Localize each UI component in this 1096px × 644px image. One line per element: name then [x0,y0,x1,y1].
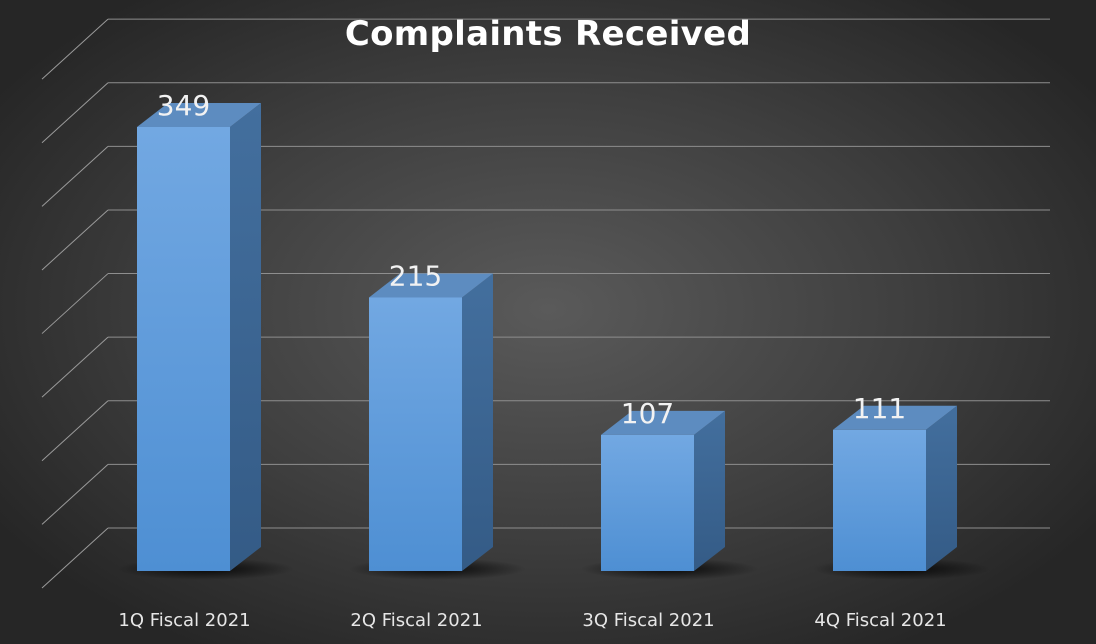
data-label: 349 [157,89,210,122]
gridline-depth [41,400,109,462]
gridline-depth [41,464,109,525]
bar [369,297,462,571]
bar-side [230,103,261,571]
data-label: 111 [853,392,906,425]
gridline-depth [41,336,109,398]
bar-top [601,410,725,435]
data-label: 215 [389,259,442,292]
gridline-depth [41,82,109,144]
bar [601,434,694,571]
bar [137,127,230,571]
gridline-depth [41,273,109,334]
gridline-depth [41,145,109,207]
gridline-depth [41,18,109,80]
bar-side [462,273,493,571]
bar-side [694,410,725,571]
gridline-depth [41,527,109,589]
chart-title: Complaints Received [344,14,752,54]
category-label: 3Q Fiscal 2021 [582,610,714,631]
bar-side [926,405,957,571]
bar [833,429,926,571]
bar-top [369,273,493,298]
category-label: 2Q Fiscal 2021 [350,610,482,631]
category-label: 4Q Fiscal 2021 [814,610,946,631]
labels: 349 1Q Fiscal 2021 215 2Q Fiscal 2021 107 3Q … [118,89,946,631]
bar-top [137,103,261,127]
bars [117,103,990,580]
gridline-depth [41,209,109,271]
category-label: 1Q Fiscal 2021 [118,610,250,631]
bar-top [833,405,957,430]
gridlines [41,18,1050,589]
data-label: 107 [621,397,674,430]
